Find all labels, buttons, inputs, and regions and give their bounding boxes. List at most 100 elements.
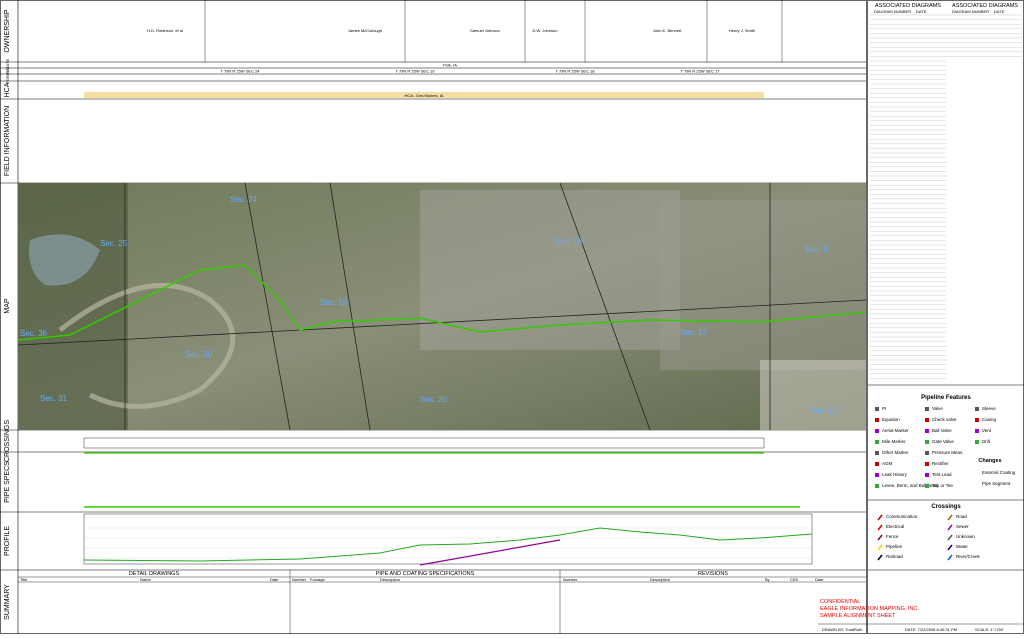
crossing-symbol: [877, 514, 883, 521]
section-label: Sec. 31: [40, 394, 68, 403]
legend-item: Fence: [886, 534, 899, 539]
diagrams-col: DIAGRAM NUMBER: [874, 9, 911, 14]
owner-name: Samuel Johnson: [470, 28, 500, 33]
pipeline-route: [17, 264, 867, 341]
summary-col: Description: [380, 577, 400, 582]
summary-col: Name: [140, 577, 151, 582]
legend-item: Valve: [932, 406, 943, 411]
company: EAGLE INFORMATION MAPPING, INC.: [820, 606, 919, 612]
row-label: CROSSINGS: [4, 420, 11, 462]
legend-item: Sewer: [956, 524, 969, 529]
summary: DETAIL DRAWINGS PIPE AND COATING SPECIFIC…: [20, 571, 824, 582]
crossing-symbol: [947, 544, 953, 551]
crossing-strip: [83, 437, 765, 449]
legend-item: Equation: [882, 417, 900, 422]
legend-item: Aerial Marker: [882, 428, 909, 433]
legend-item: Drill: [982, 439, 990, 444]
legend-item: Other Marker: [882, 450, 909, 455]
date: DATE: 7/22/2006 6:40:31 PM: [905, 627, 957, 632]
legend-symbol: [925, 429, 929, 433]
drawn-by: DRAWN BY: ToddRuth: [822, 627, 862, 632]
legend-item: Test Lead: [932, 472, 952, 477]
legend-symbol: [925, 484, 929, 488]
section-label: Sec. 30: [185, 350, 213, 359]
crossing-symbol: [877, 554, 883, 561]
row-label: MAP: [4, 298, 11, 314]
legend-item: Check valve: [932, 417, 957, 422]
summary-col: Date: [270, 577, 279, 582]
summary-col: Footage: [310, 577, 325, 582]
legend-title: Pipeline Features: [921, 395, 971, 401]
legend-symbol: [975, 407, 979, 411]
profile-grid: [84, 517, 812, 559]
legend-item: Mile Marker: [882, 439, 906, 444]
row-label: PGRID: [5, 71, 10, 84]
legend-symbol: [925, 407, 929, 411]
diagrams-col: DATE: [994, 9, 1005, 14]
legend-item: Leak History: [882, 472, 908, 477]
pls: T 79N R 25W SEC 17: [680, 69, 720, 74]
legend-symbol: [875, 407, 879, 411]
hca-label: HCA - Des Moines, IA: [405, 93, 444, 98]
map-texture: [18, 183, 866, 430]
legend-item: Casing: [982, 417, 997, 422]
owner-name: Henry J. Smith: [729, 28, 755, 33]
legend-symbol: [875, 484, 879, 488]
legend-symbol: [925, 451, 929, 455]
legend-item: Pipeline: [886, 544, 903, 549]
row-label: SUMMARY: [4, 584, 11, 620]
confidential: CONFIDENTIAL: [820, 599, 860, 605]
section-label: Sec. 16: [810, 406, 838, 415]
legend-symbol: [925, 418, 929, 422]
title-block: CONFIDENTIAL EAGLE INFORMATION MAPPING, …: [818, 599, 1024, 632]
legend-item: Vent: [982, 428, 992, 433]
legend-symbol: [925, 462, 929, 466]
legend-symbol: [875, 473, 879, 477]
summary-head: DETAIL DRAWINGS: [129, 571, 180, 577]
summary-col: Number: [292, 577, 307, 582]
row-label: HCA: [4, 82, 11, 97]
legend-item: AGM: [882, 461, 893, 466]
section-label: Sec. 17: [680, 328, 708, 337]
profile-crossing: [419, 539, 561, 566]
owner-name: John E. Bennett: [653, 28, 682, 33]
legend-symbol: [875, 462, 879, 466]
state: Polk, IA: [443, 63, 457, 68]
section-label: Sec. 20: [420, 395, 448, 404]
legend-item: Electrical: [886, 524, 904, 529]
ownership: H.D. Robinson, et al James McCullough Samu…: [147, 0, 783, 74]
legend: Pipeline Features PI Equation Aerial Marker…: [875, 395, 1016, 561]
legend-item: Water: [956, 544, 968, 549]
section-label: Sec. 25: [100, 239, 128, 248]
row-label: PIPE SPECS: [4, 461, 11, 503]
crossing-symbol: [877, 534, 883, 541]
diagrams-col: DATE: [916, 9, 927, 14]
summary-head: REVISIONS: [698, 571, 728, 577]
section-label: Sec. 18: [555, 237, 583, 246]
row-label: PROFILE: [4, 526, 11, 556]
crossings-title: Crossings: [931, 504, 961, 510]
summary-col: Date: [815, 577, 824, 582]
legend-item: Unknown: [956, 534, 975, 539]
owner-name: D.W. Johnson: [533, 28, 558, 33]
pls: T 79N R 25W SEC 19: [395, 69, 435, 74]
profile-frame: [83, 513, 813, 565]
row-label: STATE: [5, 59, 10, 72]
legend-item: External Coating: [982, 470, 1016, 475]
crossing-symbol: [877, 524, 883, 531]
section-label: Sec. 24: [230, 195, 258, 204]
legend-item: Sleeve: [982, 406, 996, 411]
legend-item: PI: [882, 406, 886, 411]
changes-title: Changes: [978, 458, 1001, 464]
diagrams-title: ASSOCIATED DIAGRAMS: [952, 3, 1018, 9]
summary-col: Description: [650, 577, 670, 582]
legend-item: Rectifier: [932, 461, 949, 466]
section-label: Sec. 8: [805, 245, 828, 254]
diagrams-title: ASSOCIATED DIAGRAMS: [875, 3, 941, 9]
summary-grid: [18, 570, 866, 634]
owner-name: H.D. Robinson, et al: [147, 28, 183, 33]
legend-symbol: [925, 473, 929, 477]
